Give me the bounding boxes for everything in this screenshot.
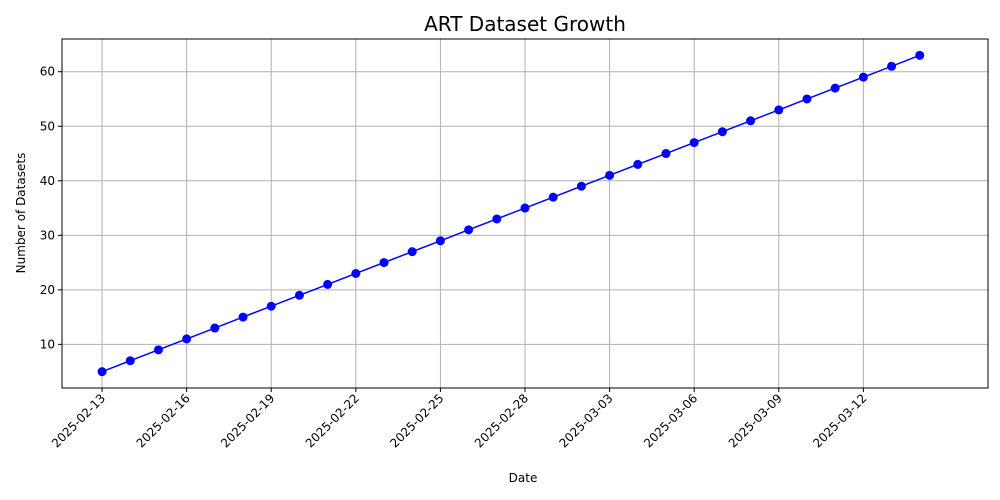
data-point <box>125 356 135 366</box>
y-tick-label: 30 <box>40 228 55 242</box>
data-point <box>182 334 192 344</box>
data-point <box>294 290 304 300</box>
data-point <box>576 181 586 191</box>
data-point <box>774 105 784 115</box>
data-point <box>605 170 615 180</box>
data-point <box>492 214 502 224</box>
y-tick-label: 60 <box>40 65 55 79</box>
data-point <box>548 192 558 202</box>
data-point <box>464 225 474 235</box>
data-point <box>266 301 276 311</box>
data-point <box>520 203 530 213</box>
data-point <box>830 83 840 93</box>
data-point <box>153 345 163 355</box>
data-point <box>689 138 699 148</box>
y-tick-label: 40 <box>40 174 55 188</box>
grid-lines <box>62 39 988 388</box>
x-axis-label: Date <box>509 471 538 485</box>
data-point <box>633 159 643 169</box>
data-point <box>915 50 925 60</box>
data-point <box>802 94 812 104</box>
y-axis-label: Number of Datasets <box>14 153 28 274</box>
data-point <box>887 61 897 71</box>
data-point <box>858 72 868 82</box>
data-point <box>746 116 756 126</box>
series-line <box>101 54 921 373</box>
y-tick-label: 10 <box>40 337 55 351</box>
data-point <box>351 268 361 278</box>
y-axis-ticks: 10 20 30 40 50 60 <box>40 65 62 351</box>
data-point <box>661 149 671 159</box>
series-layer <box>97 50 925 377</box>
data-point <box>238 312 248 322</box>
data-point <box>97 367 107 377</box>
data-point <box>435 236 445 246</box>
data-point <box>379 258 389 268</box>
data-point <box>323 279 333 289</box>
data-point <box>717 127 727 137</box>
y-tick-label: 20 <box>40 283 55 297</box>
data-point <box>407 247 417 257</box>
data-point <box>210 323 220 333</box>
y-tick-label: 50 <box>40 119 55 133</box>
chart-title: ART Dataset Growth <box>424 12 626 36</box>
